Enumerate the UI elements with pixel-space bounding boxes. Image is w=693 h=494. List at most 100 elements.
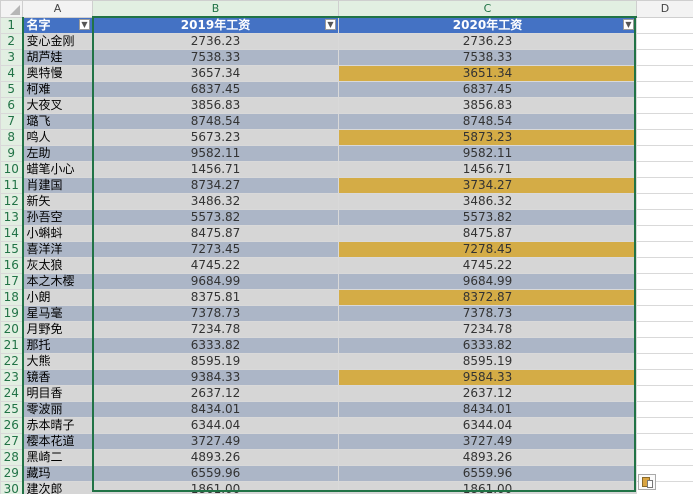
empty-cell[interactable] [636, 401, 693, 418]
row-header[interactable]: 21 [0, 337, 24, 354]
row-header[interactable]: 27 [0, 433, 24, 450]
empty-cell[interactable] [636, 16, 693, 34]
name-cell[interactable]: 樱本花道 [22, 433, 93, 450]
empty-cell[interactable] [636, 145, 693, 162]
salary-2020-cell[interactable]: 9684.99 [338, 273, 637, 290]
name-cell[interactable]: 胡芦娃 [22, 49, 93, 66]
salary-2019-cell[interactable]: 6333.82 [92, 337, 339, 354]
row-header[interactable]: 29 [0, 465, 24, 482]
salary-2020-cell[interactable]: 4745.22 [338, 257, 637, 274]
row-header[interactable]: 23 [0, 369, 24, 386]
salary-2020-cell[interactable]: 7538.33 [338, 49, 637, 66]
empty-cell[interactable] [636, 289, 693, 306]
row-header[interactable]: 20 [0, 321, 24, 338]
salary-2020-cell[interactable]: 3486.32 [338, 193, 637, 210]
salary-2019-cell[interactable]: 3856.83 [92, 97, 339, 114]
filter-chevron-down-icon[interactable]: ▼ [623, 19, 634, 30]
name-cell[interactable]: 变心金刚 [22, 33, 93, 50]
empty-cell[interactable] [636, 49, 693, 66]
row-header[interactable]: 9 [0, 145, 24, 162]
salary-2020-cell[interactable]: 3651.34 [338, 65, 637, 82]
name-cell[interactable]: 小蝌蚪 [22, 225, 93, 242]
empty-cell[interactable] [636, 241, 693, 258]
empty-cell[interactable] [636, 369, 693, 386]
row-header[interactable]: 16 [0, 257, 24, 274]
salary-2020-cell[interactable]: 7278.45 [338, 241, 637, 258]
salary-2020-cell[interactable]: 1861.00 [338, 481, 637, 494]
name-cell[interactable]: 左助 [22, 145, 93, 162]
empty-cell[interactable] [636, 65, 693, 82]
empty-cell[interactable] [636, 273, 693, 290]
salary-2020-cell[interactable]: 8372.87 [338, 289, 637, 306]
row-header[interactable]: 15 [0, 241, 24, 258]
salary-2019-cell[interactable]: 8595.19 [92, 353, 339, 370]
empty-cell[interactable] [636, 113, 693, 130]
name-cell[interactable]: 建次郎 [22, 481, 93, 494]
row-header[interactable]: 4 [0, 65, 24, 82]
empty-cell[interactable] [636, 321, 693, 338]
salary-2020-cell[interactable]: 5573.82 [338, 209, 637, 226]
salary-2019-cell[interactable]: 8434.01 [92, 401, 339, 418]
salary-2019-cell[interactable]: 1861.00 [92, 481, 339, 494]
salary-2019-cell[interactable]: 6559.96 [92, 465, 339, 482]
salary-2019-cell[interactable]: 2637.12 [92, 385, 339, 402]
salary-2019-cell[interactable]: 8734.27 [92, 177, 339, 194]
name-cell[interactable]: 星马毫 [22, 305, 93, 322]
empty-cell[interactable] [636, 225, 693, 242]
salary-2020-cell[interactable]: 6837.45 [338, 81, 637, 98]
name-cell[interactable]: 柯难 [22, 81, 93, 98]
row-header[interactable]: 6 [0, 97, 24, 114]
salary-2019-cell[interactable]: 9684.99 [92, 273, 339, 290]
row-header[interactable]: 14 [0, 225, 24, 242]
name-cell[interactable]: 藏玛 [22, 465, 93, 482]
salary-2019-cell[interactable]: 8748.54 [92, 113, 339, 130]
empty-cell[interactable] [636, 449, 693, 466]
name-cell[interactable]: 璐飞 [22, 113, 93, 130]
column-header-a[interactable]: A [22, 0, 93, 18]
name-cell[interactable]: 大熊 [22, 353, 93, 370]
filter-chevron-down-icon[interactable]: ▼ [79, 18, 90, 30]
column-header-b[interactable]: B [92, 0, 339, 18]
row-header[interactable]: 17 [0, 273, 24, 290]
salary-2019-cell[interactable]: 2736.23 [92, 33, 339, 50]
salary-2019-cell[interactable]: 8375.81 [92, 289, 339, 306]
salary-2019-cell[interactable]: 9384.33 [92, 369, 339, 386]
row-header[interactable]: 1 [0, 16, 24, 34]
salary-2019-cell[interactable]: 6344.04 [92, 417, 339, 434]
salary-2020-cell[interactable]: 6344.04 [338, 417, 637, 434]
name-cell[interactable]: 零波丽 [22, 401, 93, 418]
name-cell[interactable]: 新矢 [22, 193, 93, 210]
empty-cell[interactable] [636, 177, 693, 194]
name-cell[interactable]: 灰太狼 [22, 257, 93, 274]
salary-2020-cell[interactable]: 5873.23 [338, 129, 637, 146]
row-header[interactable]: 8 [0, 129, 24, 146]
row-header[interactable]: 28 [0, 449, 24, 466]
salary-2019-cell[interactable]: 3657.34 [92, 65, 339, 82]
empty-cell[interactable] [636, 337, 693, 354]
salary-2019-cell[interactable]: 5673.23 [92, 129, 339, 146]
salary-2020-cell[interactable]: 7378.73 [338, 305, 637, 322]
row-header[interactable]: 7 [0, 113, 24, 130]
salary-2019-header-cell[interactable]: 2019年工资 ▼ [92, 16, 339, 34]
empty-cell[interactable] [636, 257, 693, 274]
select-all-corner[interactable] [0, 0, 23, 18]
name-cell[interactable]: 镜香 [22, 369, 93, 386]
salary-2020-cell[interactable]: 9582.11 [338, 145, 637, 162]
column-header-c[interactable]: C [338, 0, 637, 18]
empty-cell[interactable] [636, 193, 693, 210]
empty-cell[interactable] [636, 209, 693, 226]
salary-2020-cell[interactable]: 1456.71 [338, 161, 637, 178]
row-header[interactable]: 2 [0, 33, 24, 50]
empty-cell[interactable] [636, 417, 693, 434]
salary-2020-cell[interactable]: 2736.23 [338, 33, 637, 50]
salary-2019-cell[interactable]: 7538.33 [92, 49, 339, 66]
salary-2019-cell[interactable]: 6837.45 [92, 81, 339, 98]
salary-2019-cell[interactable]: 8475.87 [92, 225, 339, 242]
salary-2020-cell[interactable]: 8434.01 [338, 401, 637, 418]
salary-2019-cell[interactable]: 7273.45 [92, 241, 339, 258]
salary-2020-cell[interactable]: 8595.19 [338, 353, 637, 370]
name-cell[interactable]: 赤本晴子 [22, 417, 93, 434]
name-cell[interactable]: 那托 [22, 337, 93, 354]
salary-2019-cell[interactable]: 7234.78 [92, 321, 339, 338]
empty-cell[interactable] [636, 161, 693, 178]
